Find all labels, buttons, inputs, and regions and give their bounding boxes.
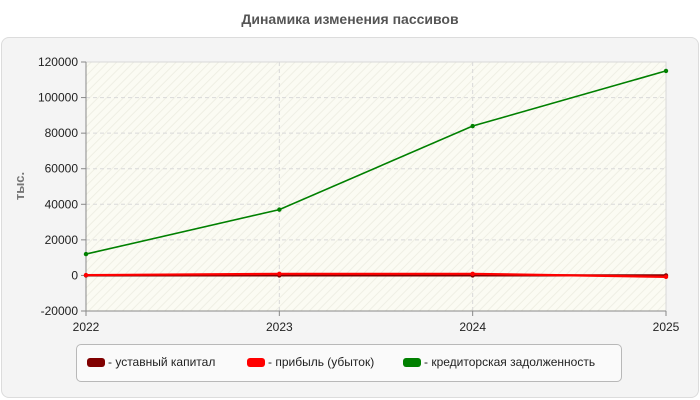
y-tick-label-7: 120000 — [38, 55, 78, 69]
y-tick-label-5: 80000 — [45, 126, 79, 140]
chart-title: Динамика изменения пассивов — [241, 11, 459, 27]
legend-item-0[interactable]: - уставный капитал — [87, 355, 215, 369]
series-line-1 — [85, 272, 667, 278]
legend-item-2[interactable]: - кредиторская задолженность — [403, 355, 595, 369]
y-tick-label-2: 20000 — [45, 233, 79, 247]
chart-legend: - уставный капитал - прибыль (убыток) - … — [76, 344, 622, 382]
point-1-2 — [470, 271, 475, 277]
legend-swatch-2 — [403, 357, 421, 367]
legend-item-1[interactable]: - прибыль (убыток) — [247, 355, 374, 369]
y-tick-label-4: 60000 — [45, 162, 79, 176]
legend-label-1: - прибыль (убыток) — [268, 355, 375, 369]
point-2-2 — [470, 123, 475, 129]
x-tick-label-0: 2022 — [73, 320, 100, 334]
y-tick-label-0: -20000 — [41, 304, 79, 318]
legend-label-2: - кредиторская задолженность — [424, 355, 596, 369]
y-axis-label: тыс. — [12, 172, 27, 200]
legend-swatch-0 — [87, 357, 105, 367]
x-tick-label-3: 2025 — [653, 320, 680, 334]
point-1-3 — [663, 274, 669, 280]
y-tick-label-1: 0 — [71, 268, 78, 282]
point-1-1 — [277, 271, 282, 277]
point-2-0 — [83, 251, 89, 257]
series-line-2 — [85, 70, 667, 255]
y-tick-label-6: 100000 — [38, 91, 78, 105]
x-tick-label-2: 2024 — [459, 320, 486, 334]
legend-swatch-1 — [247, 357, 265, 367]
series-lines — [83, 68, 669, 280]
x-tick-label-1: 2023 — [266, 320, 293, 334]
point-1-0 — [83, 272, 89, 278]
point-2-3 — [663, 68, 669, 74]
legend-label-0: - уставный капитал — [108, 355, 216, 369]
axes: -20000 0 20000 40000 60000 80000 100000 120000 2… — [38, 55, 680, 334]
point-2-1 — [277, 207, 282, 212]
y-tick-label-3: 40000 — [45, 197, 79, 211]
plot-area — [85, 61, 667, 312]
